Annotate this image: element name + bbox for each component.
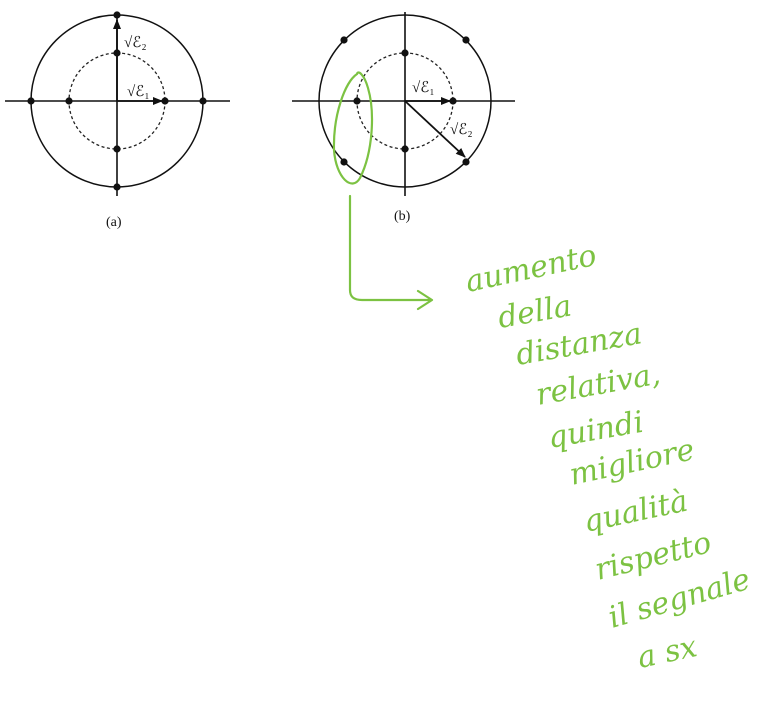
point-a-5	[161, 97, 169, 105]
handwritten-annotation: aumento della distanza relativa, quindi …	[332, 71, 754, 676]
point-a-6	[199, 97, 207, 105]
point-b-8	[462, 158, 470, 166]
point-b-2	[353, 97, 361, 105]
vector-e2-b	[404, 100, 466, 158]
point-b-7	[340, 158, 348, 166]
label-e1-b: √ℰ₁	[412, 80, 435, 96]
point-b-4	[401, 145, 409, 153]
point-b-3	[449, 97, 457, 105]
diagram-a: √ℰ₂ √ℰ₁ (a)	[5, 11, 230, 230]
caption-b: (b)	[394, 209, 411, 224]
note-line-1: aumento	[462, 238, 599, 300]
label-e2-b: √ℰ₂	[450, 122, 473, 138]
point-a-8	[113, 183, 121, 191]
point-b-6	[462, 36, 470, 44]
point-a-1	[113, 11, 121, 19]
note-line-7: qualità	[580, 484, 691, 540]
point-a-7	[113, 145, 121, 153]
callout-arrow	[348, 194, 434, 311]
point-a-2	[113, 49, 121, 57]
note-line-10: a sx	[634, 629, 700, 676]
highlight-loop	[332, 71, 374, 185]
point-a-3	[27, 97, 35, 105]
label-e1-a: √ℰ₁	[127, 84, 150, 100]
label-e2-a: √ℰ₂	[124, 35, 147, 51]
point-b-1	[401, 49, 409, 57]
caption-a: (a)	[106, 215, 122, 230]
point-a-4	[65, 97, 73, 105]
point-b-5	[340, 36, 348, 44]
diagram-b: √ℰ₁ √ℰ₂ (b)	[292, 12, 515, 224]
